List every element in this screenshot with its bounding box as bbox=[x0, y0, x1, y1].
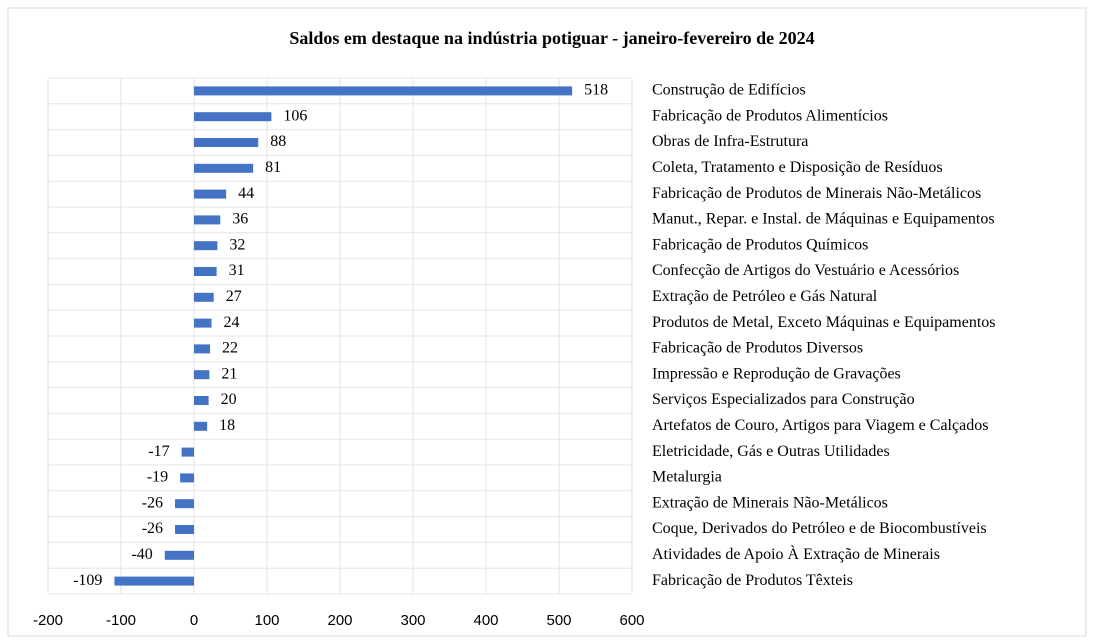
data-label: -26 bbox=[142, 520, 163, 537]
data-label: 18 bbox=[219, 417, 235, 434]
bar bbox=[194, 189, 227, 199]
bar bbox=[181, 447, 194, 457]
bar bbox=[175, 499, 194, 509]
bar bbox=[194, 138, 259, 147]
category-label: Obras de Infra-Estrutura bbox=[652, 133, 808, 150]
bar bbox=[194, 344, 211, 354]
x-tick-label: 600 bbox=[619, 612, 644, 629]
category-label: Eletricidade, Gás e Outras Utilidades bbox=[652, 443, 890, 460]
category-label: Fabricação de Produtos Diversos bbox=[652, 340, 863, 357]
data-label: 31 bbox=[229, 262, 245, 279]
data-label: -109 bbox=[73, 572, 102, 589]
data-label: 32 bbox=[229, 236, 245, 253]
data-label: 24 bbox=[224, 314, 240, 331]
category-label: Fabricação de Produtos Alimentícios bbox=[652, 107, 888, 124]
data-label: 27 bbox=[226, 288, 242, 305]
category-label: Impressão e Reprodução de Gravações bbox=[652, 365, 901, 382]
bar bbox=[194, 112, 272, 122]
data-label: -26 bbox=[142, 494, 163, 511]
data-label: 88 bbox=[270, 133, 286, 150]
data-label: 518 bbox=[584, 82, 608, 99]
category-label: Confecção de Artigos do Vestuário e Aces… bbox=[652, 262, 959, 279]
data-label: 20 bbox=[221, 391, 237, 408]
category-label: Produtos de Metal, Exceto Máquinas e Equ… bbox=[652, 314, 995, 331]
category-label: Fabricação de Produtos de Minerais Não-M… bbox=[652, 185, 981, 202]
data-label: -40 bbox=[131, 546, 152, 563]
bar bbox=[194, 370, 210, 380]
category-label: Fabricação de Produtos Químicos bbox=[652, 236, 868, 253]
bar bbox=[180, 473, 194, 483]
bar bbox=[194, 421, 208, 431]
data-label: 44 bbox=[238, 185, 254, 202]
category-label: Manut., Repar. e Instal. de Máquinas e E… bbox=[652, 211, 995, 228]
data-label: 81 bbox=[265, 159, 281, 176]
x-tick-label: 0 bbox=[190, 612, 198, 629]
bar bbox=[175, 525, 194, 534]
data-label: 106 bbox=[283, 107, 307, 124]
bar bbox=[194, 86, 573, 96]
bar bbox=[194, 318, 212, 328]
bar bbox=[194, 292, 214, 302]
category-label: Serviços Especializados para Construção bbox=[652, 391, 915, 408]
bar bbox=[194, 215, 221, 225]
x-tick-label: -100 bbox=[106, 612, 136, 629]
category-label: Extração de Minerais Não-Metálicos bbox=[652, 494, 888, 511]
data-label: -19 bbox=[147, 469, 168, 486]
category-label: Atividades de Apoio À Extração de Minera… bbox=[652, 544, 940, 563]
category-label: Fabricação de Produtos Têxteis bbox=[652, 572, 853, 589]
data-label: 22 bbox=[222, 340, 238, 357]
data-label: 21 bbox=[221, 365, 237, 382]
x-tick-label: 100 bbox=[254, 612, 279, 629]
x-tick-label: -200 bbox=[33, 612, 63, 629]
category-label: Coque, Derivados do Petróleo e de Biocom… bbox=[652, 520, 987, 537]
category-label: Artefatos de Couro, Artigos para Viagem … bbox=[652, 417, 988, 434]
category-label: Construção de Edifícios bbox=[652, 82, 806, 99]
x-tick-label: 300 bbox=[400, 612, 425, 629]
chart-title: Saldos em destaque na indústria potiguar… bbox=[289, 28, 814, 48]
bar bbox=[164, 550, 194, 560]
x-tick-label: 400 bbox=[473, 612, 498, 629]
category-label: Extração de Petróleo e Gás Natural bbox=[652, 288, 878, 305]
x-tick-label: 200 bbox=[327, 612, 352, 629]
category-label: Metalurgia bbox=[652, 469, 722, 486]
data-label: -17 bbox=[148, 443, 169, 460]
bar bbox=[194, 163, 254, 173]
bar bbox=[194, 396, 209, 405]
category-label: Coleta, Tratamento e Disposição de Resíd… bbox=[652, 159, 943, 176]
x-tick-label: 500 bbox=[546, 612, 571, 629]
bar bbox=[194, 267, 217, 276]
bar bbox=[114, 576, 194, 586]
data-label: 36 bbox=[232, 211, 248, 228]
bar bbox=[194, 241, 218, 251]
